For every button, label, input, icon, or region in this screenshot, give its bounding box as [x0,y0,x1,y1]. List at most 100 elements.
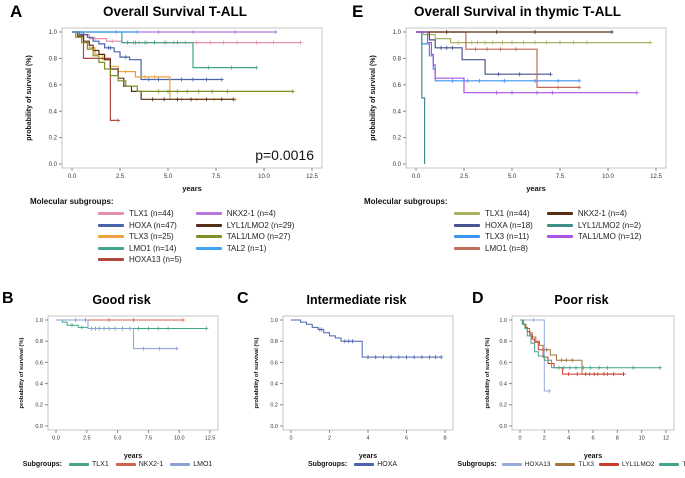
panel-title-c: Intermediate risk [306,293,407,307]
legend-item: NKX2-1 [115,461,163,468]
legend-item: HOXA13 (n=5) [98,255,182,264]
y-tick-label: 0.4 [393,109,402,115]
x-tick-label: 0 [518,436,521,442]
y-axis-label: probability of survival (%) [370,55,377,141]
legend-label: LMO1 (n=8) [485,243,528,253]
survival-chart-e: 0.0 2.5 5.0 7.5 10.0 12.5 0.0 0.2 0.4 0.6 0.8 1.0 ye… [370,27,667,193]
legend-item: TLX1 (n=44) [454,209,533,218]
x-tick-label: 7.5 [212,174,221,180]
y-tick-label: 0.2 [270,403,278,409]
legend-item: HOXA [354,461,397,468]
legend-label: NKX2-1 (n=4) [226,209,276,218]
x-tick-label: 12 [663,436,669,442]
legend-c: Subgroups: HOXA [235,461,470,468]
legend-title-b: Subgroups: [22,461,62,468]
km-curve-hoxa [72,31,222,81]
x-axis-label: years [124,453,142,460]
legend-label: LYL1LMO2 [622,461,655,468]
legend-item: HOXA (n=47) [98,221,182,230]
plot-box [47,315,219,431]
x-tick-label: 7.5 [556,174,565,180]
legend-label: TLX1 (n=44) [485,209,530,218]
plot-box [282,315,454,431]
x-tick-label: 2.5 [116,174,125,180]
legend-label: HOXA (n=18) [485,220,533,230]
x-tick-label: 5.0 [164,174,173,180]
y-axis-label: probability of survival (%) [26,55,33,141]
y-tick-label: 0.8 [49,57,58,63]
x-axis-label: years [359,453,377,460]
legend-item: TLX3 (n=11) [454,232,533,241]
y-tick-label: 0.2 [499,403,507,409]
y-tick-label: 0.8 [393,57,402,63]
legend-label: LYL1/LMO2 (n=29) [226,220,295,230]
panel-label-e: E [352,2,364,21]
x-tick-label: 0.0 [68,174,77,180]
y-tick-label: 0.8 [270,339,278,345]
y-tick-label: 0.0 [393,162,402,168]
survival-chart-b: 0.0 2.5 5.0 7.5 10.0 12.5 0.0 0.2 0.4 0.6 0.8 1.0 ye… [19,315,219,460]
legend-swatch [546,235,573,238]
legend-item: TAL1/LMO (n=27) [195,232,295,241]
legend-swatch [98,258,124,261]
legend-column: TLX1 (n=44) HOXA (n=47) TLX3 (n=25) LMO1 (n… [98,209,182,264]
legend-item: LYL1/LMO2 (n=2) [546,220,642,230]
y-tick-label: 1.0 [393,30,402,36]
legend-a: TLX1 (n=44) HOXA (n=47) TLX3 (n=25) LMO1 (n… [98,209,294,264]
legend-swatch [354,463,375,466]
x-tick-label: 6 [591,436,594,442]
legend-item: LMO1 [170,461,212,468]
legend-item: TLX3 (n=25) [98,232,182,241]
legend-swatch [98,212,124,215]
survival-chart-a: 0.0 2.5 5.0 7.5 10.0 12.5 0.0 0.2 0.4 0.6 0.8 1.0 ye… [26,27,323,193]
panel-e: E Overall Survival in thymic T-ALL 0.0 2.… [342,0,685,290]
km-curve-hoxa [291,319,442,358]
x-axis-label: years [182,184,202,193]
legend-label: TLX3 (n=25) [129,232,174,241]
y-tick-label: 0.6 [49,83,58,89]
legend-item: LMO1 (n=14) [98,244,182,253]
x-tick-label: 0.0 [412,174,421,180]
x-tick-label: 6 [405,436,408,442]
plot-box [511,315,675,431]
legend-item: LYL1/LMO2 (n=29) [195,220,295,230]
y-tick-label: 1.0 [35,318,43,324]
legend-d: Subgroups: HOXA13 TLX3 LYL1LMO2 TAL1 [458,461,685,468]
survival-chart-d: 0 2 4 6 8 10 12 0.0 0.2 0.4 0.6 0.8 1.0 years probabil… [485,315,675,460]
legend-item: NKX2-1 (n=4) [195,209,295,218]
legend-item: TAL2 (n=1) [195,244,295,253]
legend-label: LMO1 (n=14) [129,243,177,253]
legend-swatch [599,463,620,466]
legend-label: HOXA13 [524,461,551,468]
x-axis-label: years [584,453,602,460]
legend-swatch [195,212,222,215]
x-tick-label: 2.5 [460,174,469,180]
legend-item: HOXA13 [501,461,551,468]
legend-item: HOXA (n=18) [454,221,533,230]
legend-title-c: Subgroups: [307,461,348,468]
legend-column: TLX1 (n=44) HOXA (n=18) TLX3 (n=11) LMO1 (n… [454,209,533,253]
legend-label: TLX1 (n=44) [129,209,174,218]
legend-label: HOXA13 (n=5) [129,255,182,264]
y-tick-label: 1.0 [49,30,58,36]
panel-c: C Intermediate risk 0 2 4 6 8 0.0 0.2 0.4 0.6 0.8… [235,290,470,478]
p-value-annotation: p=0.0016 [255,147,314,163]
legend-label: TLX3 [578,461,595,468]
legend-swatch [659,463,680,466]
legend-swatch [546,212,573,215]
x-tick-label: 5.0 [114,436,122,442]
legend-swatch [195,246,222,250]
y-tick-label: 0.6 [270,360,278,366]
km-curve-tal1/lmo [72,31,293,93]
legend-label: LYL1/LMO2 (n=2) [577,220,642,230]
x-axis-label: years [526,184,546,193]
legend-item: TAL1 [659,461,685,468]
panel-a: A Overall Survival T-ALL 0.0 2.5 5.0 7.5 10.… [0,0,342,290]
km-curve-lmo1 [56,319,177,350]
x-tick-label: 4 [366,436,369,442]
y-tick-label: 0.0 [35,424,43,430]
legend-item: LMO1 (n=8) [454,244,533,253]
legend-item: TAL1/LMO (n=12) [546,232,641,241]
legend-title-e: Molecular subgroups: [364,197,448,206]
